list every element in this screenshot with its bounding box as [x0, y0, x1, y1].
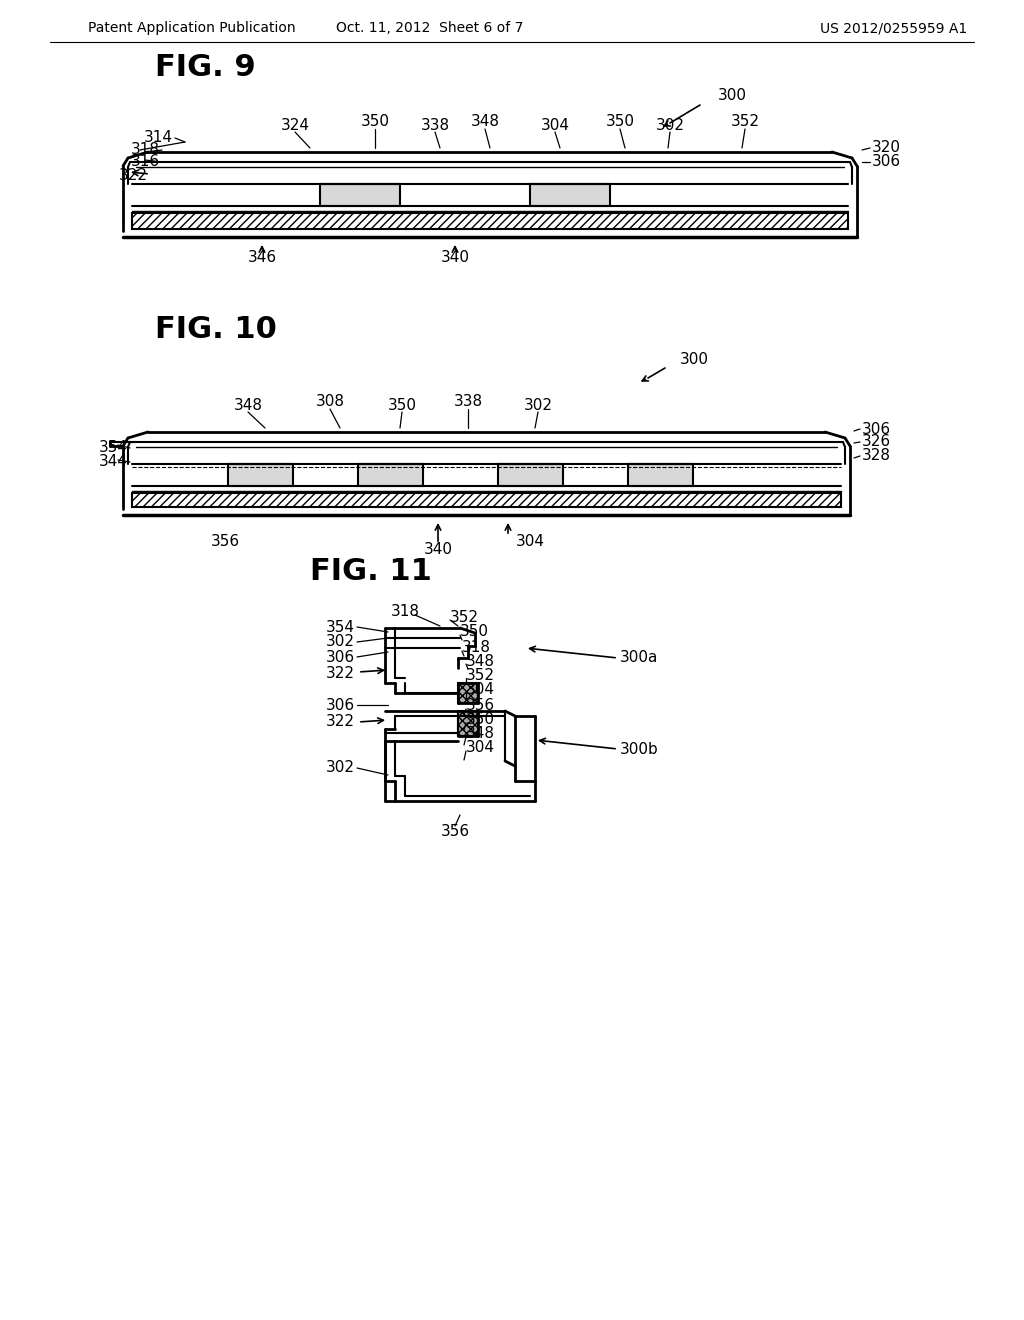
Text: 322: 322	[119, 168, 148, 182]
Text: 306: 306	[872, 154, 901, 169]
Text: 326: 326	[862, 434, 891, 450]
Text: 338: 338	[454, 395, 482, 409]
Text: 340: 340	[424, 543, 453, 557]
Text: 318: 318	[390, 605, 420, 619]
Text: FIG. 11: FIG. 11	[310, 557, 432, 586]
Text: 344: 344	[99, 454, 128, 470]
Text: 354: 354	[326, 619, 355, 635]
Text: 322: 322	[326, 714, 355, 730]
Text: 348: 348	[466, 653, 495, 668]
Text: 308: 308	[315, 395, 344, 409]
Text: 328: 328	[862, 449, 891, 463]
Text: 302: 302	[326, 635, 355, 649]
Text: US 2012/0255959 A1: US 2012/0255959 A1	[820, 21, 968, 36]
Text: 314: 314	[144, 131, 173, 145]
Text: 302: 302	[326, 760, 355, 776]
Text: 306: 306	[862, 421, 891, 437]
Text: FIG. 10: FIG. 10	[155, 315, 276, 345]
Text: 304: 304	[515, 535, 545, 549]
Text: 304: 304	[541, 117, 569, 132]
Text: 338: 338	[421, 117, 450, 132]
Text: 306: 306	[326, 697, 355, 713]
Text: 352: 352	[450, 610, 479, 624]
Text: 318: 318	[462, 640, 490, 656]
Bar	[458, 682, 478, 704]
Text: 356: 356	[466, 698, 496, 714]
Text: 302: 302	[523, 397, 553, 412]
Text: FIG. 9: FIG. 9	[155, 54, 256, 82]
Text: 348: 348	[470, 115, 500, 129]
Text: 354: 354	[99, 441, 128, 455]
Text: 302: 302	[655, 117, 684, 132]
Text: 304: 304	[466, 741, 495, 755]
Bar	[530, 183, 610, 206]
Text: 350: 350	[466, 713, 495, 727]
Text: 346: 346	[248, 251, 276, 265]
Text: 350: 350	[360, 115, 389, 129]
Bar	[498, 465, 563, 486]
Text: Patent Application Publication: Patent Application Publication	[88, 21, 296, 36]
Text: 324: 324	[281, 117, 309, 132]
Text: 340: 340	[440, 251, 469, 265]
Bar	[358, 465, 423, 486]
Bar	[458, 711, 478, 737]
Text: 300: 300	[718, 87, 746, 103]
Bar	[132, 492, 841, 507]
Bar	[132, 213, 848, 228]
Text: 352: 352	[730, 115, 760, 129]
Text: 356: 356	[440, 825, 470, 840]
Text: 306: 306	[326, 649, 355, 664]
Text: 318: 318	[131, 143, 160, 157]
Text: 320: 320	[872, 140, 901, 156]
Text: Oct. 11, 2012  Sheet 6 of 7: Oct. 11, 2012 Sheet 6 of 7	[336, 21, 523, 36]
Text: 350: 350	[460, 624, 489, 639]
Bar	[628, 465, 693, 486]
Text: 356: 356	[211, 535, 240, 549]
Text: 350: 350	[387, 397, 417, 412]
Text: 348: 348	[233, 397, 262, 412]
Text: 322: 322	[326, 665, 355, 681]
Text: 304: 304	[466, 681, 495, 697]
Text: 300: 300	[680, 352, 709, 367]
Text: 348: 348	[466, 726, 495, 742]
Text: 300a: 300a	[620, 651, 658, 665]
Text: 350: 350	[605, 115, 635, 129]
Text: 352: 352	[466, 668, 495, 682]
Text: 300b: 300b	[620, 742, 658, 758]
Text: 316: 316	[131, 154, 160, 169]
Bar	[319, 183, 400, 206]
Bar	[228, 465, 293, 486]
